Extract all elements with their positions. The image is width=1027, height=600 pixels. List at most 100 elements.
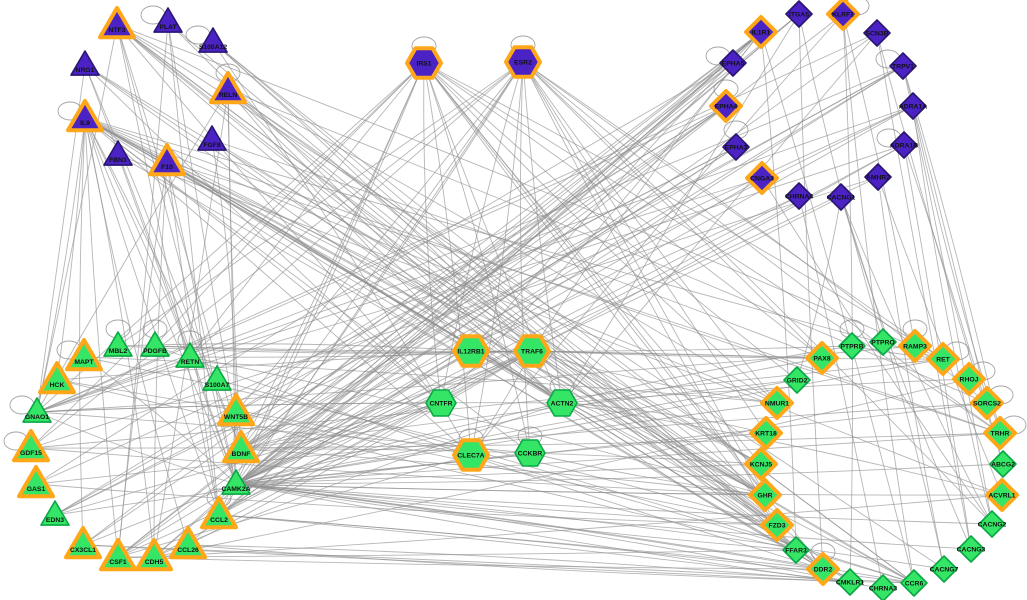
hex-shape[interactable] xyxy=(452,438,490,472)
node-MAPT[interactable]: MAPT xyxy=(65,338,103,372)
node-CLEC7A[interactable]: CLEC7A xyxy=(452,438,490,472)
node-CCL26[interactable]: CCL26 xyxy=(169,526,207,560)
dia-shape[interactable] xyxy=(869,574,897,600)
node-EPHA4[interactable]: EPHA4 xyxy=(709,89,743,123)
node-GDF15[interactable]: GDF15 xyxy=(12,429,50,463)
dia-shape[interactable] xyxy=(749,416,783,450)
node-GAS1[interactable]: GAS1 xyxy=(17,465,55,499)
node-ACVRL1[interactable]: ACVRL1 xyxy=(985,478,1019,512)
tri-shape[interactable] xyxy=(12,429,50,463)
tri-shape[interactable] xyxy=(198,27,228,53)
tri-shape[interactable] xyxy=(65,338,103,372)
node-IRS1[interactable]: IRS1 xyxy=(405,46,443,80)
tri-shape[interactable] xyxy=(175,342,205,368)
tri-shape[interactable] xyxy=(66,99,104,133)
node-IL9[interactable]: IL9 xyxy=(66,99,104,133)
dia-shape[interactable] xyxy=(745,161,779,195)
dia-shape[interactable] xyxy=(806,552,840,586)
node-TRHR[interactable]: TRHR xyxy=(983,416,1017,450)
tri-shape[interactable] xyxy=(99,538,137,572)
node-CNGA3[interactable]: CNGA3 xyxy=(745,161,779,195)
hex-shape[interactable] xyxy=(513,334,551,368)
node-ESR2[interactable]: ESR2 xyxy=(504,45,542,79)
dia-shape[interactable] xyxy=(863,19,891,47)
node-ADRA1B[interactable]: ADRA1B xyxy=(890,131,918,159)
dia-shape[interactable] xyxy=(970,386,1004,420)
tri-shape[interactable] xyxy=(200,496,238,530)
dia-shape[interactable] xyxy=(869,328,897,356)
dia-shape[interactable] xyxy=(838,332,866,360)
dia-shape[interactable] xyxy=(783,366,811,394)
tri-shape[interactable] xyxy=(209,71,247,105)
dia-shape[interactable] xyxy=(926,342,960,376)
dia-shape[interactable] xyxy=(899,92,927,120)
dia-shape[interactable] xyxy=(930,555,958,583)
node-AMHR2[interactable]: AMHR2 xyxy=(864,163,892,191)
dia-shape[interactable] xyxy=(827,183,855,211)
tri-shape[interactable] xyxy=(103,331,133,357)
dia-shape[interactable] xyxy=(744,447,778,481)
node-CACNG2[interactable]: CACNG2 xyxy=(978,510,1007,538)
dia-shape[interactable] xyxy=(760,386,794,420)
node-CACNG3[interactable]: CACNG3 xyxy=(957,535,986,563)
dia-shape[interactable] xyxy=(826,0,860,31)
dia-shape[interactable] xyxy=(748,478,782,512)
node-RELN[interactable]: RELN xyxy=(209,71,247,105)
tri-shape[interactable] xyxy=(22,397,52,423)
node-TRAF6[interactable]: TRAF6 xyxy=(513,334,551,368)
node-TRPV1[interactable]: TRPV1 xyxy=(889,52,917,80)
dia-shape[interactable] xyxy=(719,49,747,77)
node-KLRF1[interactable]: KLRF1 xyxy=(826,0,860,31)
node-CCKBR[interactable]: CCKBR xyxy=(514,439,546,467)
hex-shape[interactable] xyxy=(546,389,578,417)
node-IL12RB1[interactable]: IL12RB1 xyxy=(452,334,490,368)
tri-shape[interactable] xyxy=(98,6,136,40)
node-CCR6[interactable]: CCR6 xyxy=(900,569,928,597)
dia-shape[interactable] xyxy=(985,478,1019,512)
dia-shape[interactable] xyxy=(744,15,778,49)
tri-shape[interactable] xyxy=(217,393,255,427)
dia-shape[interactable] xyxy=(898,329,932,363)
node-CNTFR[interactable]: CNTFR xyxy=(425,389,457,417)
node-ITGA5[interactable]: ITGA5 xyxy=(785,0,813,28)
tri-shape[interactable] xyxy=(70,50,100,76)
node-CHRNA3[interactable]: CHRNA3 xyxy=(869,574,898,600)
dia-shape[interactable] xyxy=(952,362,986,396)
node-CACNG7[interactable]: CACNG7 xyxy=(930,555,959,583)
hex-shape[interactable] xyxy=(452,334,490,368)
dia-shape[interactable] xyxy=(785,182,813,210)
node-ABCG2[interactable]: ABCG2 xyxy=(989,450,1017,478)
tri-shape[interactable] xyxy=(38,361,76,395)
dia-shape[interactable] xyxy=(989,450,1017,478)
node-CSF1[interactable]: CSF1 xyxy=(99,538,137,572)
dia-shape[interactable] xyxy=(760,508,794,542)
node-GHR[interactable]: GHR xyxy=(748,478,782,512)
dia-shape[interactable] xyxy=(900,569,928,597)
node-EPHA5[interactable]: EPHA5 xyxy=(719,49,747,77)
dia-shape[interactable] xyxy=(889,52,917,80)
tri-shape[interactable] xyxy=(40,500,70,526)
node-EDN3[interactable]: EDN3 xyxy=(40,500,70,526)
tri-shape[interactable] xyxy=(169,526,207,560)
node-PLAT[interactable]: PLAT xyxy=(153,7,183,33)
dia-shape[interactable] xyxy=(722,133,750,161)
node-EPHA3[interactable]: EPHA3 xyxy=(722,133,750,161)
dia-shape[interactable] xyxy=(983,416,1017,450)
dia-shape[interactable] xyxy=(890,131,918,159)
hex-shape[interactable] xyxy=(514,439,546,467)
dia-shape[interactable] xyxy=(782,536,810,564)
tri-shape[interactable] xyxy=(135,538,173,572)
node-MBL2[interactable]: MBL2 xyxy=(103,331,133,357)
node-SORCS2[interactable]: SORCS2 xyxy=(970,386,1004,420)
dia-shape[interactable] xyxy=(957,535,985,563)
dia-shape[interactable] xyxy=(978,510,1006,538)
node-CACNG1[interactable]: CACNG1 xyxy=(827,183,856,211)
dia-shape[interactable] xyxy=(709,89,743,123)
hex-shape[interactable] xyxy=(504,45,542,79)
tri-shape[interactable] xyxy=(153,7,183,33)
node-FBN1[interactable]: FBN1 xyxy=(103,140,133,166)
dia-shape[interactable] xyxy=(864,163,892,191)
dia-shape[interactable] xyxy=(805,341,839,375)
node-CX3CL1[interactable]: CX3CL1 xyxy=(64,526,102,560)
